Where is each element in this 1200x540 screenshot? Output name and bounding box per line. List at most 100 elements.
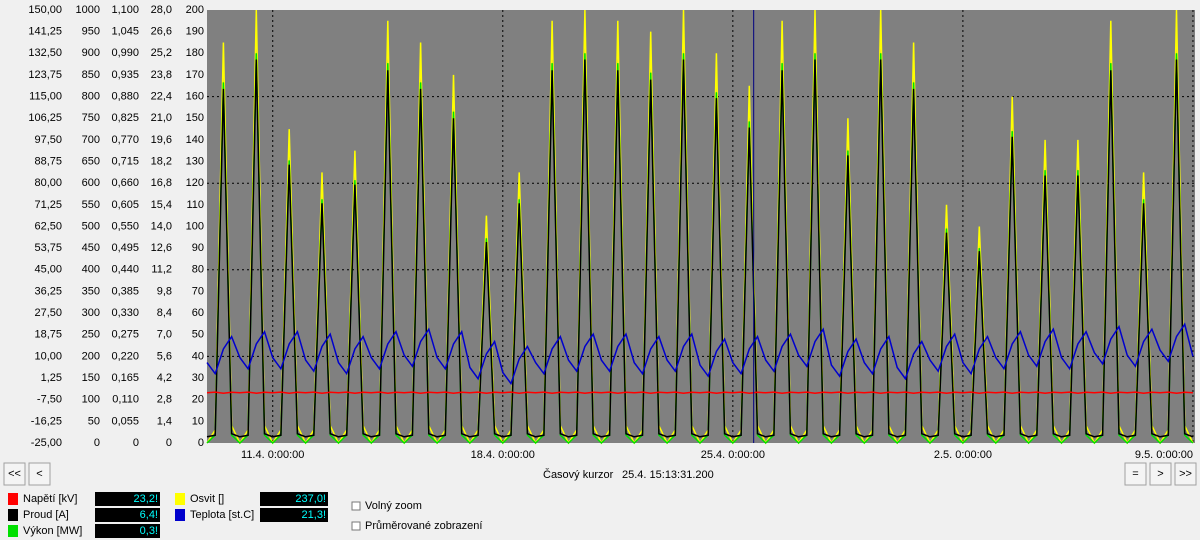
- y-tick-label: 50: [88, 415, 100, 427]
- y-tick-label: 62,50: [34, 220, 62, 232]
- nav-button-label[interactable]: >>: [1179, 468, 1192, 480]
- y-tick-label: 88,75: [34, 155, 62, 167]
- y-tick-label: 500: [82, 220, 100, 232]
- y-tick-label: 7,0: [157, 329, 172, 341]
- y-tick-label: 160: [186, 91, 204, 103]
- legend-label: Osvit []: [190, 493, 224, 505]
- y-tick-label: 4,2: [157, 372, 172, 384]
- readout-box: [95, 508, 160, 522]
- y-tick-label: 900: [82, 47, 100, 59]
- legend-swatch: [175, 509, 185, 521]
- y-tick-label: -16,25: [31, 415, 62, 427]
- nav-button-label[interactable]: =: [1132, 468, 1138, 480]
- legend-label: Proud [A]: [23, 509, 69, 521]
- y-tick-label: 250: [82, 329, 100, 341]
- y-tick-label: 350: [82, 285, 100, 297]
- y-tick-label: 50: [192, 329, 204, 341]
- y-tick-label: 40: [192, 350, 204, 362]
- y-tick-label: 19,6: [151, 134, 172, 146]
- x-tick-label: 11.4. 0:00:00: [241, 449, 304, 461]
- y-tick-label: 123,75: [28, 69, 62, 81]
- y-tick-label: 0,990: [111, 47, 139, 59]
- nav-button-label[interactable]: <<: [8, 468, 21, 480]
- checkbox-label[interactable]: Průměrované zobrazení: [365, 520, 482, 532]
- y-tick-label: 70: [192, 285, 204, 297]
- y-tick-label: 1,045: [111, 26, 139, 38]
- y-tick-label: 130: [186, 155, 204, 167]
- y-tick-label: 850: [82, 69, 100, 81]
- y-tick-label: 9,8: [157, 285, 172, 297]
- readout-value: 0,3!: [140, 525, 158, 537]
- nav-button[interactable]: [1149, 462, 1172, 486]
- legend-swatch: [175, 493, 185, 505]
- series-line: [206, 322, 1194, 386]
- y-tick-label: 0,825: [111, 112, 139, 124]
- y-tick-label: 8,4: [157, 307, 172, 319]
- y-tick-label: 22,4: [151, 91, 172, 103]
- y-tick-label: 26,6: [151, 26, 172, 38]
- y-tick-label: 18,75: [34, 329, 62, 341]
- readout-value: 21,3!: [302, 509, 326, 521]
- checkbox[interactable]: [351, 501, 361, 511]
- y-tick-label: 550: [82, 199, 100, 211]
- y-tick-label: 16,8: [151, 177, 172, 189]
- y-tick-label: 10: [192, 415, 204, 427]
- y-tick-label: 150: [82, 372, 100, 384]
- checkbox[interactable]: [351, 521, 361, 531]
- checkbox-label[interactable]: Volný zoom: [365, 500, 422, 512]
- series-line: [206, 53, 1194, 445]
- y-tick-label: 90: [192, 242, 204, 254]
- y-tick-label: 106,25: [28, 112, 62, 124]
- y-tick-label: 23,8: [151, 69, 172, 81]
- cursor-label: Časový kurzor: [543, 468, 614, 481]
- y-tick-label: 150,00: [28, 4, 62, 16]
- y-tick-label: 0,220: [111, 350, 139, 362]
- y-tick-label: 80,00: [34, 177, 62, 189]
- y-tick-label: 141,25: [28, 26, 62, 38]
- y-tick-label: 120: [186, 177, 204, 189]
- legend-swatch: [8, 493, 18, 505]
- y-tick-label: 10,00: [34, 350, 62, 362]
- y-tick-label: 18,2: [151, 155, 172, 167]
- y-tick-label: 14,0: [151, 220, 172, 232]
- nav-button[interactable]: [28, 462, 51, 486]
- readout-box: [95, 524, 160, 538]
- y-tick-label: 110: [186, 199, 204, 211]
- y-tick-label: 0: [198, 437, 204, 449]
- y-tick-label: 0: [166, 437, 172, 449]
- x-tick-label: 18.4. 0:00:00: [471, 449, 535, 461]
- y-tick-label: -25,00: [31, 437, 62, 449]
- y-tick-label: 300: [82, 307, 100, 319]
- y-tick-label: 0,660: [111, 177, 139, 189]
- nav-button[interactable]: [1124, 462, 1147, 486]
- y-tick-label: 0,880: [111, 91, 139, 103]
- y-tick-label: 132,50: [28, 47, 62, 59]
- y-tick-label: 27,50: [34, 307, 62, 319]
- y-tick-label: 0,385: [111, 285, 139, 297]
- nav-button-label[interactable]: >: [1157, 468, 1163, 480]
- y-tick-label: 100: [82, 394, 100, 406]
- y-tick-label: 0,605: [111, 199, 139, 211]
- y-tick-label: 170: [186, 69, 204, 81]
- legend-label: Napětí [kV]: [23, 493, 77, 505]
- readout-box: [260, 508, 328, 522]
- y-tick-label: 53,75: [34, 242, 62, 254]
- cursor-time: 25.4. 15:13:31.200: [622, 469, 714, 481]
- y-tick-label: 0,495: [111, 242, 139, 254]
- y-tick-label: 115,00: [29, 91, 62, 103]
- y-tick-label: 71,25: [34, 199, 62, 211]
- y-tick-label: 950: [82, 26, 100, 38]
- x-tick-label: 9.5. 0:00:00: [1135, 449, 1193, 461]
- y-tick-label: 11,2: [151, 264, 172, 276]
- y-tick-label: 20: [192, 394, 204, 406]
- nav-button[interactable]: [3, 462, 26, 486]
- y-tick-label: 1,25: [41, 372, 62, 384]
- nav-button-label[interactable]: <: [36, 468, 42, 480]
- nav-button[interactable]: [1174, 462, 1197, 486]
- y-tick-label: 180: [186, 47, 204, 59]
- y-tick-label: 750: [82, 112, 100, 124]
- y-tick-label: 2,8: [157, 394, 172, 406]
- readout-box: [260, 492, 328, 506]
